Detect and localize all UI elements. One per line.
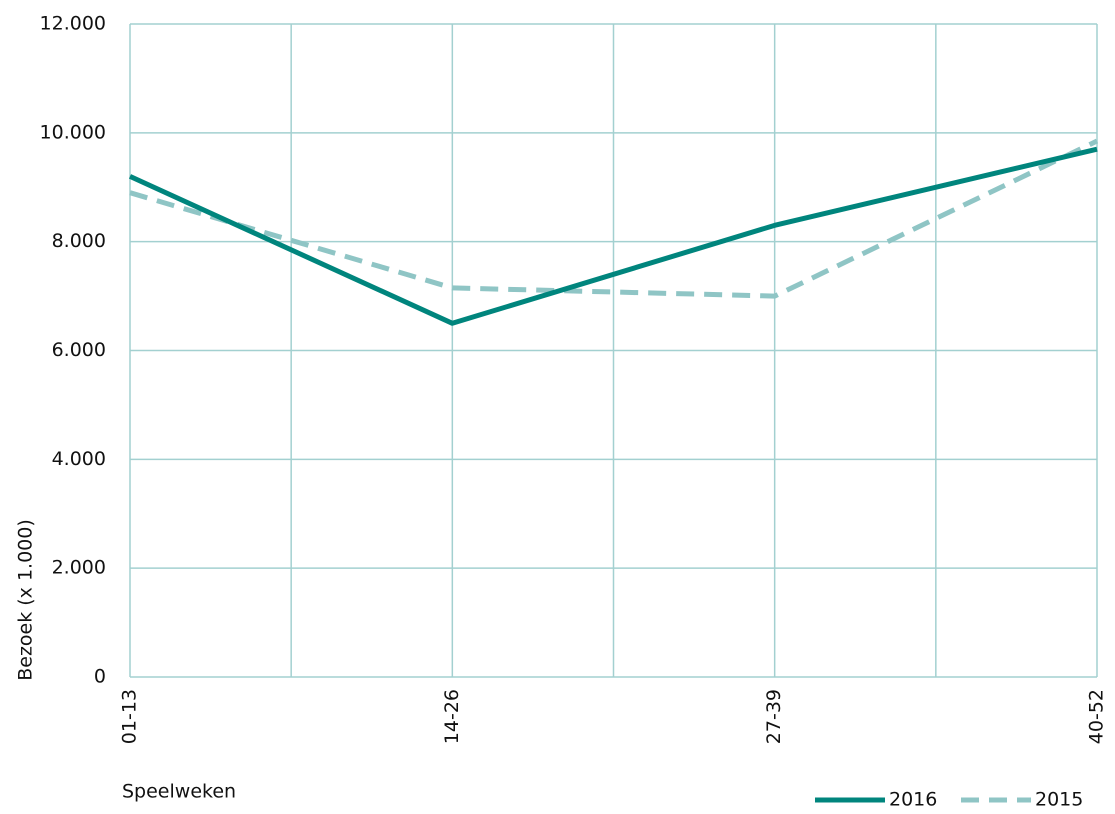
y-tick-label: 4.000 bbox=[52, 448, 106, 470]
y-tick-label: 0 bbox=[94, 666, 106, 688]
x-tick-label: 14-26 bbox=[441, 689, 463, 744]
y-axis-title: Bezoek (x 1.000) bbox=[15, 519, 37, 681]
y-tick-label: 12.000 bbox=[40, 13, 106, 35]
x-tick-label: 40-52 bbox=[1086, 689, 1108, 744]
series-line bbox=[129, 138, 1099, 299]
y-tick-label: 10.000 bbox=[40, 121, 106, 143]
x-tick-label: 01-13 bbox=[119, 689, 141, 744]
legend-label: 2016 bbox=[889, 789, 937, 811]
legend-label: 2015 bbox=[1035, 789, 1083, 811]
y-tick-label: 6.000 bbox=[52, 339, 106, 361]
x-axis-title: Speelweken bbox=[122, 781, 236, 803]
x-tick-label: 27-39 bbox=[763, 689, 785, 744]
series-line bbox=[128, 146, 1098, 326]
y-tick-label: 8.000 bbox=[52, 230, 106, 252]
y-tick-label: 2.000 bbox=[52, 557, 106, 579]
